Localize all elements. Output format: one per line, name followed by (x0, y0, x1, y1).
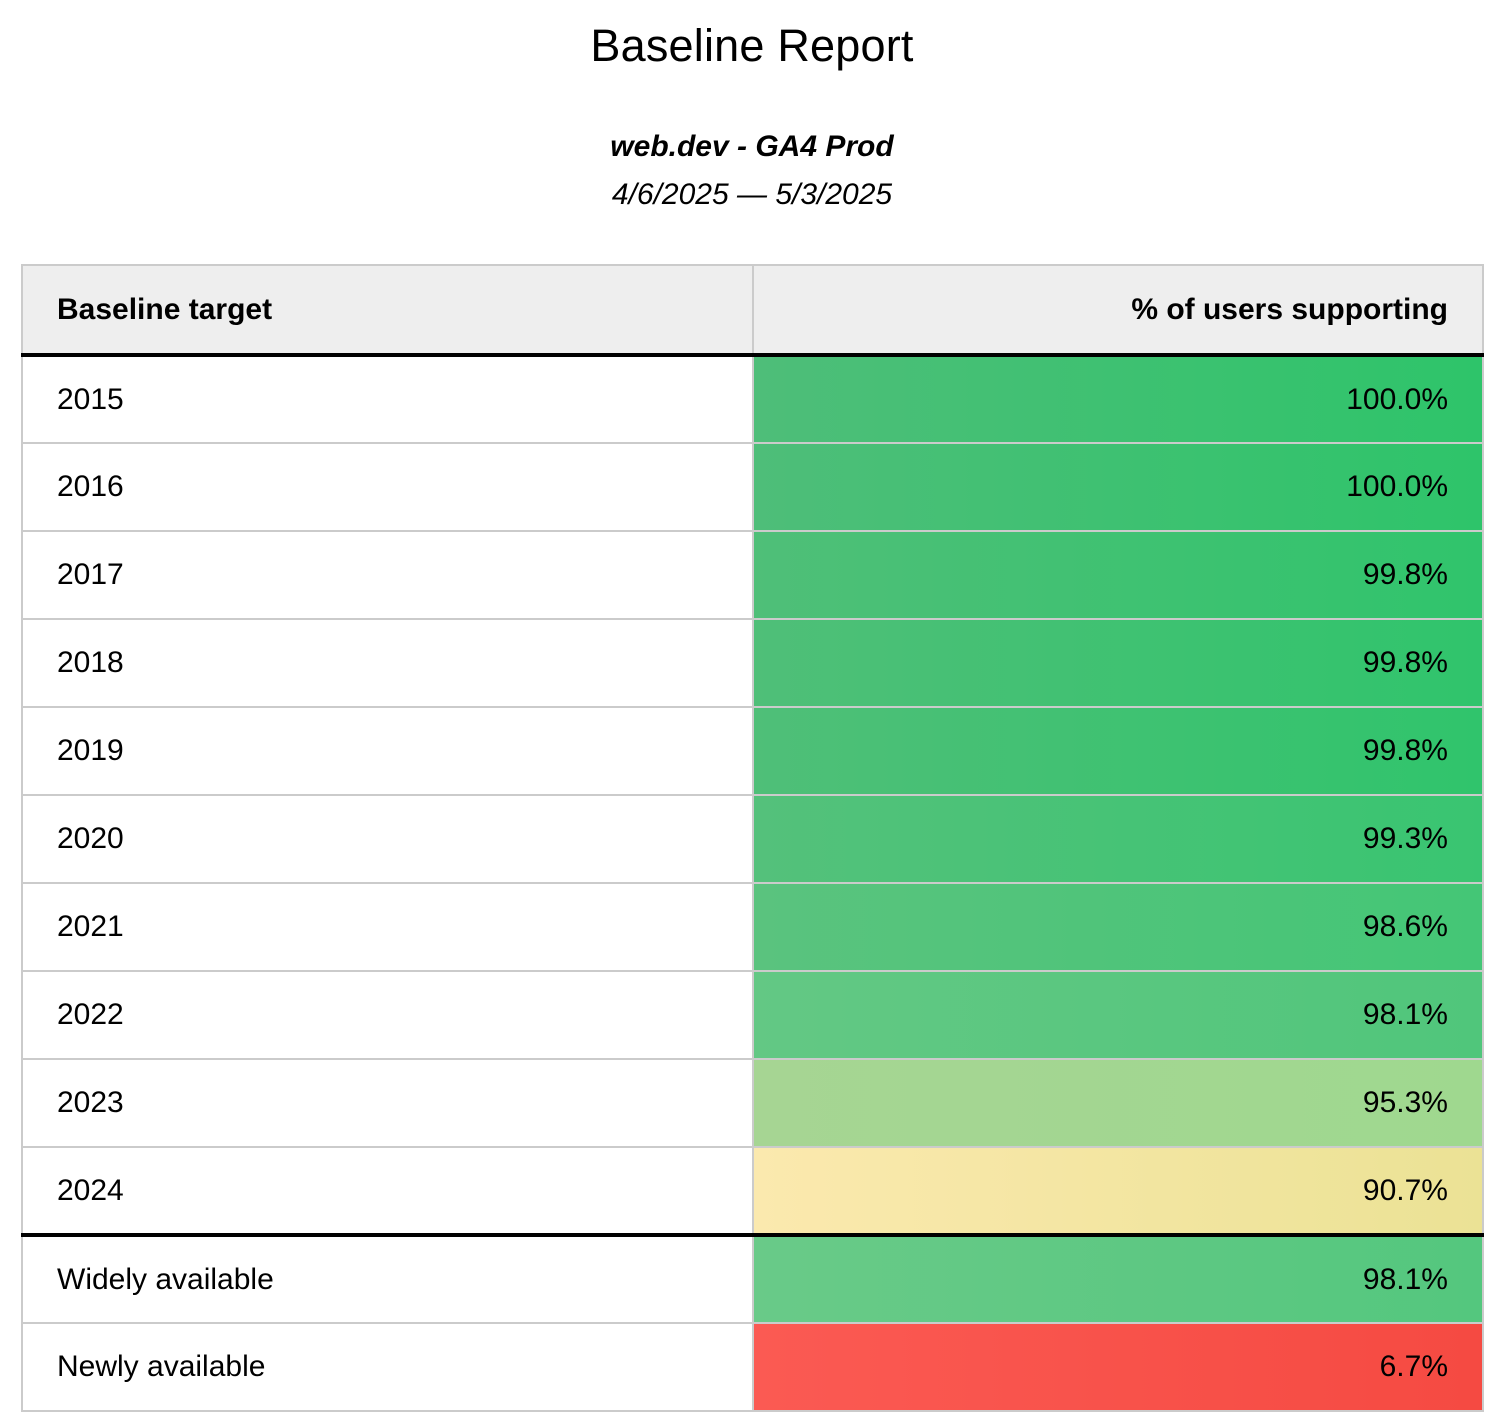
table-header-row: Baseline target % of users supporting (21, 264, 1484, 357)
baseline-target-cell: 2015 (21, 354, 754, 444)
table-row: 2018 99.8% (21, 618, 1484, 708)
percent-value-cell: 98.1% (751, 1233, 1484, 1324)
page-title: Baseline Report (590, 20, 914, 71)
table-row: 2020 99.3% (21, 794, 1484, 884)
percent-value-cell: 100.0% (751, 354, 1484, 444)
baseline-target-cell: 2024 (21, 1146, 754, 1236)
baseline-target-cell: 2018 (21, 618, 754, 708)
baseline-target-cell: 2019 (21, 706, 754, 796)
percent-value-cell: 99.8% (751, 618, 1484, 708)
percent-value-cell: 100.0% (751, 442, 1484, 532)
baseline-target-cell: 2016 (21, 442, 754, 532)
table-row: 2017 99.8% (21, 530, 1484, 620)
table-row: 2015 100.0% (21, 354, 1484, 444)
baseline-target-cell: 2021 (21, 882, 754, 972)
table-row: 2016 100.0% (21, 442, 1484, 532)
table-row: 2023 95.3% (21, 1058, 1484, 1148)
baseline-target-cell: 2023 (21, 1058, 754, 1148)
percent-value-cell: 99.3% (751, 794, 1484, 884)
baseline-target-cell: Widely available (21, 1233, 754, 1324)
percent-value-cell: 98.6% (751, 882, 1484, 972)
report-source-subtitle: web.dev - GA4 Prod (610, 130, 894, 163)
table-row: 2022 98.1% (21, 970, 1484, 1060)
baseline-target-cell: 2020 (21, 794, 754, 884)
baseline-target-cell: 2017 (21, 530, 754, 620)
baseline-target-cell: 2022 (21, 970, 754, 1060)
report-date-range: 4/6/2025 — 5/3/2025 (611, 178, 893, 211)
baseline-table: Baseline target % of users supporting 20… (21, 264, 1484, 1412)
table-row: 2021 98.6% (21, 882, 1484, 972)
column-header-baseline-target: Baseline target (21, 264, 754, 357)
table-row: 2019 99.8% (21, 706, 1484, 796)
percent-value-cell: 99.8% (751, 530, 1484, 620)
percent-value-cell: 98.1% (751, 970, 1484, 1060)
percent-value-cell: 99.8% (751, 706, 1484, 796)
table-row-widely-available: Widely available 98.1% (21, 1233, 1484, 1324)
percent-value-cell: 95.3% (751, 1058, 1484, 1148)
table-row: 2024 90.7% (21, 1146, 1484, 1236)
percent-value-cell: 6.7% (751, 1322, 1484, 1412)
baseline-target-cell: Newly available (21, 1322, 754, 1412)
column-header-percent-supporting: % of users supporting (751, 264, 1484, 357)
percent-value-cell: 90.7% (751, 1146, 1484, 1236)
table-row-newly-available: Newly available 6.7% (21, 1322, 1484, 1412)
